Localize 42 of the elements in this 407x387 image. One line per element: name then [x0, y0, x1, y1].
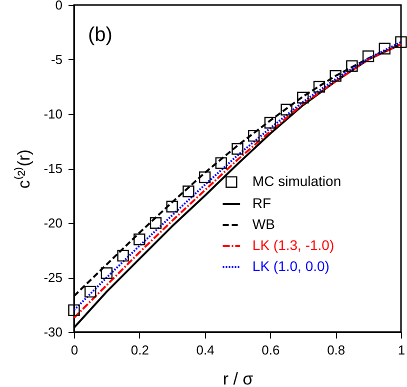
- x-tick-label: 0.6: [262, 342, 280, 358]
- y-tick-label: -10: [44, 106, 62, 122]
- point: [248, 130, 260, 142]
- point: [68, 304, 80, 316]
- point: [84, 286, 96, 298]
- x-tick-label: 0: [70, 342, 78, 358]
- point: [362, 50, 374, 62]
- point: [313, 80, 326, 93]
- x-tick-label: 1: [398, 342, 406, 358]
- legend-label: WB: [252, 216, 275, 232]
- point: [264, 116, 276, 129]
- point: [330, 70, 342, 82]
- point: [232, 143, 244, 155]
- y-tick-label: -25: [44, 270, 62, 285]
- legend-label: MC simulation: [252, 173, 342, 190]
- legend-label: RF: [252, 195, 272, 212]
- point: [215, 157, 227, 169]
- legend-label: LK (1.3, -1.0): [252, 237, 334, 254]
- point: [100, 267, 113, 279]
- point: [198, 171, 211, 184]
- point: [378, 42, 390, 54]
- y-axis-title: c⁽²⁾(r): [14, 149, 34, 189]
- point: [166, 200, 178, 212]
- point: [280, 104, 292, 116]
- point: [395, 36, 407, 48]
- point: [346, 60, 358, 72]
- x-tick-label: 0.8: [327, 342, 346, 358]
- y-tick-label: -30: [44, 324, 62, 340]
- y-tick-label: -15: [44, 161, 62, 176]
- y-tick-label: -20: [44, 216, 62, 230]
- y-tick-label: -5: [50, 52, 62, 67]
- x-axis-title: r / σ: [222, 370, 254, 387]
- y-tick-label: 0: [55, 0, 62, 12]
- point: [150, 217, 162, 229]
- annotation: (b): [88, 24, 112, 46]
- x-tick-label: 0.2: [130, 342, 149, 358]
- point: [117, 250, 129, 262]
- point: [297, 92, 309, 104]
- point: [182, 186, 194, 198]
- point: [134, 234, 146, 246]
- legend-label: LK (1.0, 0.0): [252, 258, 330, 274]
- x-tick-label: 0.4: [196, 342, 214, 358]
